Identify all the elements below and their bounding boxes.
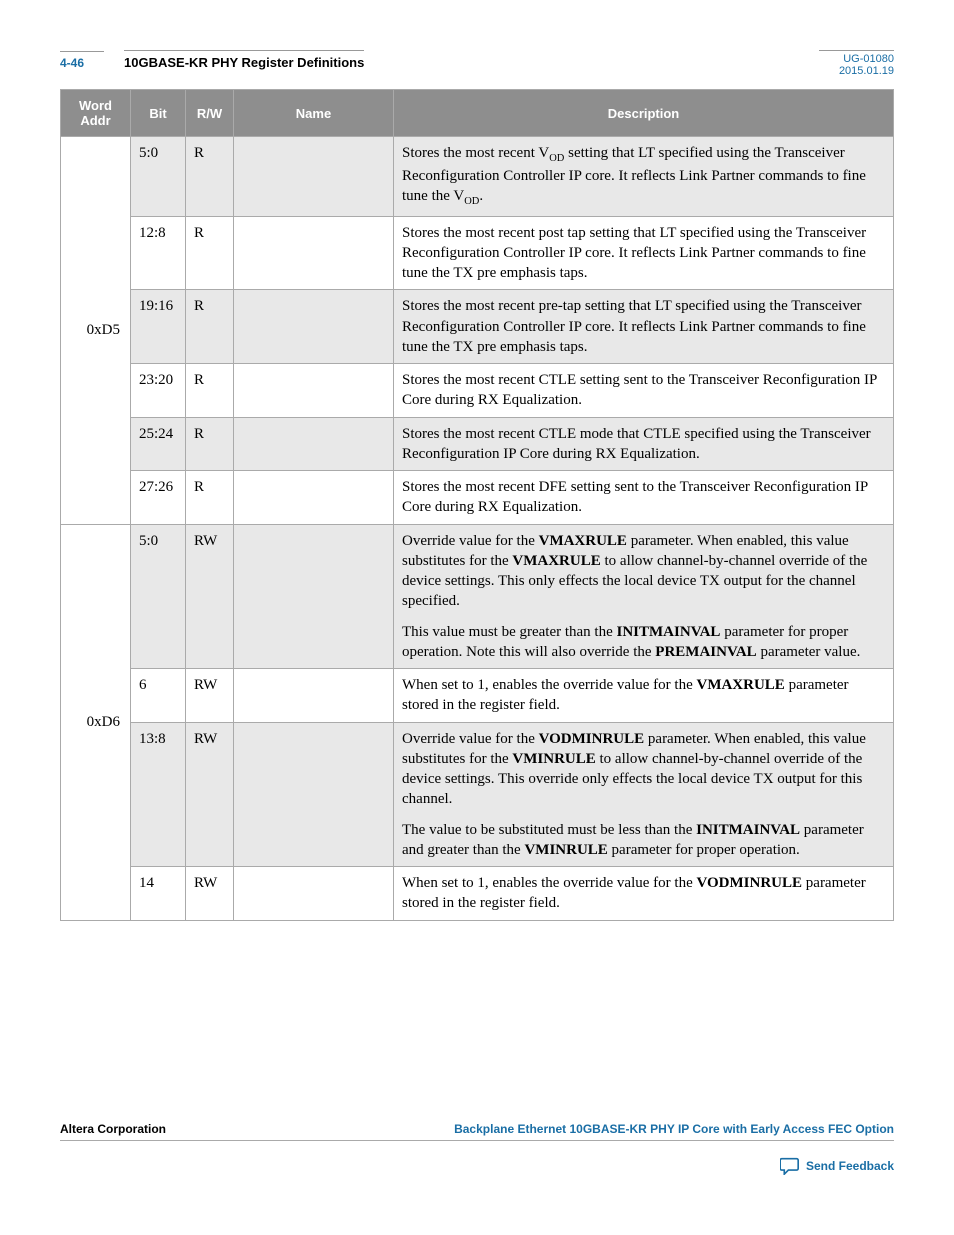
col-desc: Description	[394, 90, 894, 137]
name-cell	[234, 216, 394, 290]
addr-cell: 0xD6	[61, 524, 131, 920]
name-cell	[234, 524, 394, 669]
col-rw: R/W	[186, 90, 234, 137]
desc-cell: Override value for the VMAXRULE paramete…	[394, 524, 894, 669]
header-left: 4-46 10GBASE-KR PHY Register Definitions	[60, 50, 364, 70]
header-right: UG-01080 2015.01.19	[819, 50, 894, 77]
name-cell	[234, 364, 394, 418]
rw-cell: R	[186, 471, 234, 525]
rw-cell: R	[186, 137, 234, 217]
table-body: 0xD55:0RStores the most recent VOD setti…	[61, 137, 894, 921]
bit-cell: 13:8	[131, 722, 186, 867]
rw-cell: RW	[186, 669, 234, 723]
bit-cell: 12:8	[131, 216, 186, 290]
rw-cell: RW	[186, 722, 234, 867]
footer-row1: Altera Corporation Backplane Ethernet 10…	[60, 1122, 894, 1141]
desc-cell: When set to 1, enables the override valu…	[394, 867, 894, 921]
bit-cell: 19:16	[131, 290, 186, 364]
bit-cell: 5:0	[131, 524, 186, 669]
table-row: 25:24R Stores the most recent CTLE mode t…	[61, 417, 894, 471]
addr-cell: 0xD5	[61, 137, 131, 525]
rw-cell: R	[186, 364, 234, 418]
page-header: 4-46 10GBASE-KR PHY Register Definitions…	[60, 50, 894, 77]
feedback-icon	[780, 1157, 800, 1175]
name-cell	[234, 867, 394, 921]
desc-cell: Stores the most recent DFE setting sent …	[394, 471, 894, 525]
rw-cell: RW	[186, 524, 234, 669]
table-row: 0xD55:0RStores the most recent VOD setti…	[61, 137, 894, 217]
rw-cell: R	[186, 216, 234, 290]
footer-doc-link[interactable]: Backplane Ethernet 10GBASE-KR PHY IP Cor…	[454, 1122, 894, 1136]
feedback-link[interactable]: Send Feedback	[60, 1157, 894, 1175]
table-row: 14RW When set to 1, enables the override …	[61, 867, 894, 921]
table-header: Word Addr Bit R/W Name Description	[61, 90, 894, 137]
bit-cell: 25:24	[131, 417, 186, 471]
desc-cell: Stores the most recent CTLE mode that CT…	[394, 417, 894, 471]
page-title: 10GBASE-KR PHY Register Definitions	[124, 50, 364, 70]
bit-cell: 5:0	[131, 137, 186, 217]
rw-cell: R	[186, 417, 234, 471]
desc-cell: Stores the most recent pre-tap setting t…	[394, 290, 894, 364]
table-row: 23:20R Stores the most recent CTLE settin…	[61, 364, 894, 418]
footer-company: Altera Corporation	[60, 1122, 166, 1136]
col-name: Name	[234, 90, 394, 137]
table-row: 12:8R Stores the most recent post tap set…	[61, 216, 894, 290]
name-cell	[234, 137, 394, 217]
table-row: 13:8RW Override value for the VODMINRULE …	[61, 722, 894, 867]
page-number: 4-46	[60, 51, 104, 70]
desc-cell: Override value for the VODMINRULE parame…	[394, 722, 894, 867]
table-row: 27:26R Stores the most recent DFE setting…	[61, 471, 894, 525]
desc-cell: When set to 1, enables the override valu…	[394, 669, 894, 723]
desc-cell: Stores the most recent post tap setting …	[394, 216, 894, 290]
name-cell	[234, 669, 394, 723]
col-bit: Bit	[131, 90, 186, 137]
rw-cell: R	[186, 290, 234, 364]
bit-cell: 14	[131, 867, 186, 921]
col-addr: Word Addr	[61, 90, 131, 137]
desc-cell: Stores the most recent CTLE setting sent…	[394, 364, 894, 418]
rw-cell: RW	[186, 867, 234, 921]
page-footer: Altera Corporation Backplane Ethernet 10…	[60, 1122, 894, 1175]
table-row: 19:16R Stores the most recent pre-tap set…	[61, 290, 894, 364]
feedback-label: Send Feedback	[806, 1159, 894, 1173]
name-cell	[234, 722, 394, 867]
desc-cell: Stores the most recent VOD setting that …	[394, 137, 894, 217]
bit-cell: 27:26	[131, 471, 186, 525]
doc-id: UG-01080	[839, 53, 894, 65]
name-cell	[234, 290, 394, 364]
register-table: Word Addr Bit R/W Name Description 0xD55…	[60, 89, 894, 921]
name-cell	[234, 471, 394, 525]
table-row: 6RW When set to 1, enables the override v…	[61, 669, 894, 723]
bit-cell: 23:20	[131, 364, 186, 418]
table-row: 0xD65:0RWOverride value for the VMAXRULE…	[61, 524, 894, 669]
name-cell	[234, 417, 394, 471]
doc-date: 2015.01.19	[839, 65, 894, 77]
bit-cell: 6	[131, 669, 186, 723]
